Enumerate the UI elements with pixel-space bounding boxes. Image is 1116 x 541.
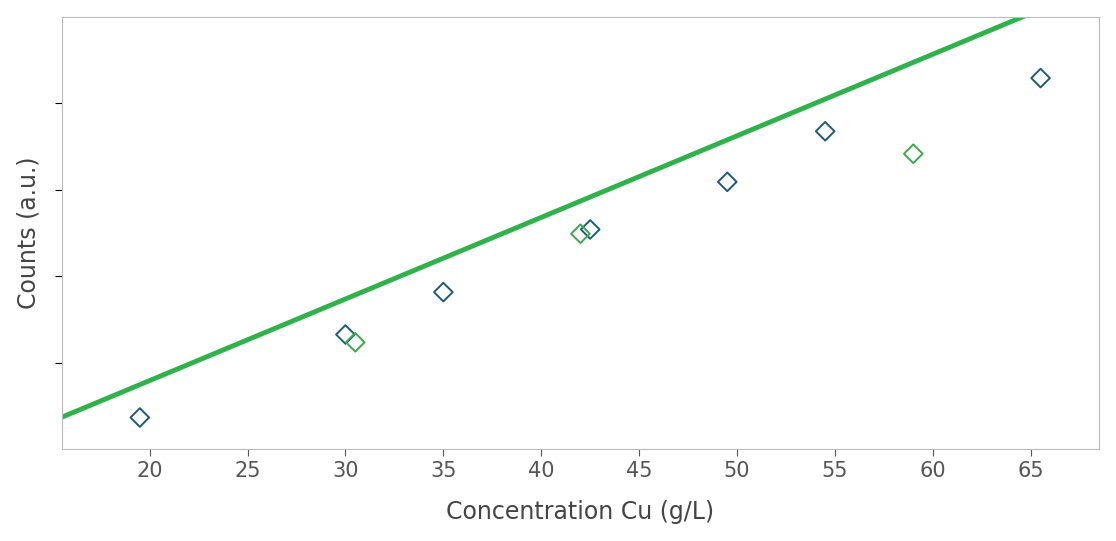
Point [904,149,922,158]
Y-axis label: Counts (a.u.): Counts (a.u.) [17,157,40,309]
X-axis label: Concentration Cu (g/L): Concentration Cu (g/L) [446,500,714,524]
Point [434,288,452,296]
Point [346,338,364,347]
Point [581,225,599,234]
Point [131,413,148,422]
Point [719,177,737,186]
Point [1031,74,1049,82]
Point [571,229,589,238]
Point [816,127,834,136]
Point [337,330,355,339]
